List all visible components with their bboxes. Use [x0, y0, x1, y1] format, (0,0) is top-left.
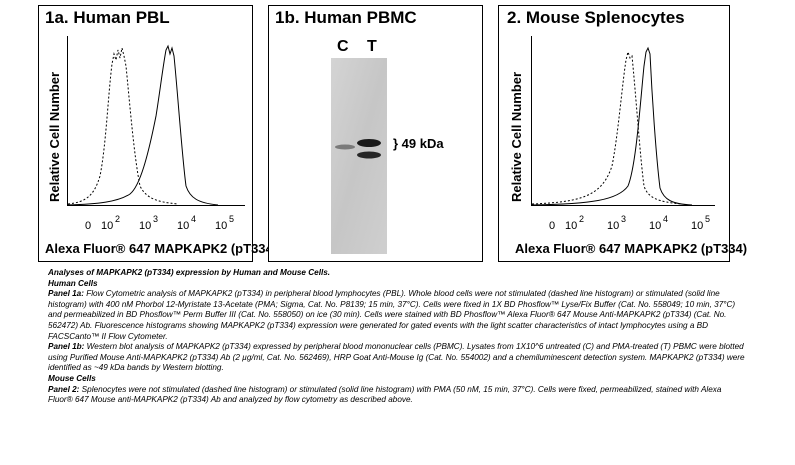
- tick-10: 10: [177, 220, 190, 232]
- panel-2-label: Panel 2:: [48, 384, 80, 394]
- panel-1a-label: Panel 1a:: [48, 289, 84, 299]
- tick-exp-3: 3: [621, 214, 627, 224]
- tick-0: 0: [85, 220, 92, 232]
- panel-1b-text: Western blot analysis of MAPKAPK2 (pT334…: [48, 342, 745, 373]
- tick-10: 10: [565, 220, 578, 232]
- panel-1b-title: 1b. Human PBMC: [275, 8, 417, 27]
- western-blot-image: [331, 58, 387, 254]
- panel-1b-label: Panel 1b:: [48, 342, 85, 352]
- panel-1a-text: Flow Cytometric analysis of MAPKAPK2 (pT…: [48, 289, 736, 341]
- caption-heading: Analyses of MAPKAPK2 (pT334) expression …: [48, 268, 331, 277]
- panel-2-histogram-plot: [531, 36, 715, 206]
- panel-1a-title: 1a. Human PBL: [45, 8, 170, 27]
- caption-subheading-mouse: Mouse Cells: [48, 373, 96, 383]
- stimulated-solid-histogram: [68, 44, 219, 206]
- stimulated-solid-histogram: [532, 46, 693, 206]
- caption-panel-2: Panel 2: Splenocytes were not stimulated…: [48, 385, 748, 406]
- panel-1a-x-axis-label: Alexa Fluor® 647 MAPKAPK2 (pT334): [45, 241, 278, 256]
- tick-10: 10: [101, 220, 114, 232]
- panel-1b: 1b. Human PBMC C T } 49 kDa: [268, 5, 483, 262]
- tick-exp-4: 4: [191, 214, 197, 224]
- figure-caption: Analyses of MAPKAPK2 (pT334) expression …: [48, 268, 748, 406]
- tick-10: 10: [691, 220, 704, 232]
- caption-panel-1b: Panel 1b: Western blot analysis of MAPKA…: [48, 342, 748, 374]
- panel-2-y-axis-label: Relative Cell Number: [509, 71, 524, 202]
- tick-0: 0: [549, 220, 556, 232]
- panel-1a-y-axis-label: Relative Cell Number: [47, 71, 62, 202]
- tick-10: 10: [139, 220, 152, 232]
- lane-label-t: T: [367, 38, 377, 55]
- tick-exp-4: 4: [663, 214, 669, 224]
- panel-2-x-axis-label: Alexa Fluor® 647 MAPKAPK2 (pT334): [515, 241, 748, 256]
- lane-label-c: C: [337, 38, 349, 55]
- unstimulated-dashed-histogram: [68, 47, 179, 205]
- panel-1a-histogram: [68, 44, 219, 206]
- band-treated-lower: [357, 151, 381, 159]
- tick-10: 10: [649, 220, 662, 232]
- tick-10: 10: [215, 220, 228, 232]
- panel-1a: 1a. Human PBL Relative Cell Number 0 10 …: [38, 5, 277, 262]
- tick-exp-2: 2: [579, 214, 585, 224]
- tick-10: 10: [607, 220, 620, 232]
- panel-2-title: 2. Mouse Splenocytes: [507, 8, 685, 27]
- panel-2-histogram: [532, 46, 693, 206]
- panel-2-text: Splenocytes were not stimulated (dashed …: [48, 384, 722, 405]
- band-control: [335, 144, 355, 150]
- band-size-label: } 49 kDa: [393, 136, 444, 151]
- tick-exp-5: 5: [229, 214, 235, 224]
- caption-panel-1a: Panel 1a: Flow Cytometric analysis of MA…: [48, 289, 748, 342]
- tick-exp-5: 5: [705, 214, 711, 224]
- caption-subheading-human: Human Cells: [48, 278, 98, 288]
- tick-exp-2: 2: [115, 214, 121, 224]
- unstimulated-dashed-histogram: [532, 50, 683, 205]
- panel-2: 2. Mouse Splenocytes Relative Cell Numbe…: [498, 5, 747, 262]
- tick-exp-3: 3: [153, 214, 159, 224]
- band-treated-upper: [357, 139, 381, 147]
- panel-1a-histogram-plot: [67, 36, 245, 206]
